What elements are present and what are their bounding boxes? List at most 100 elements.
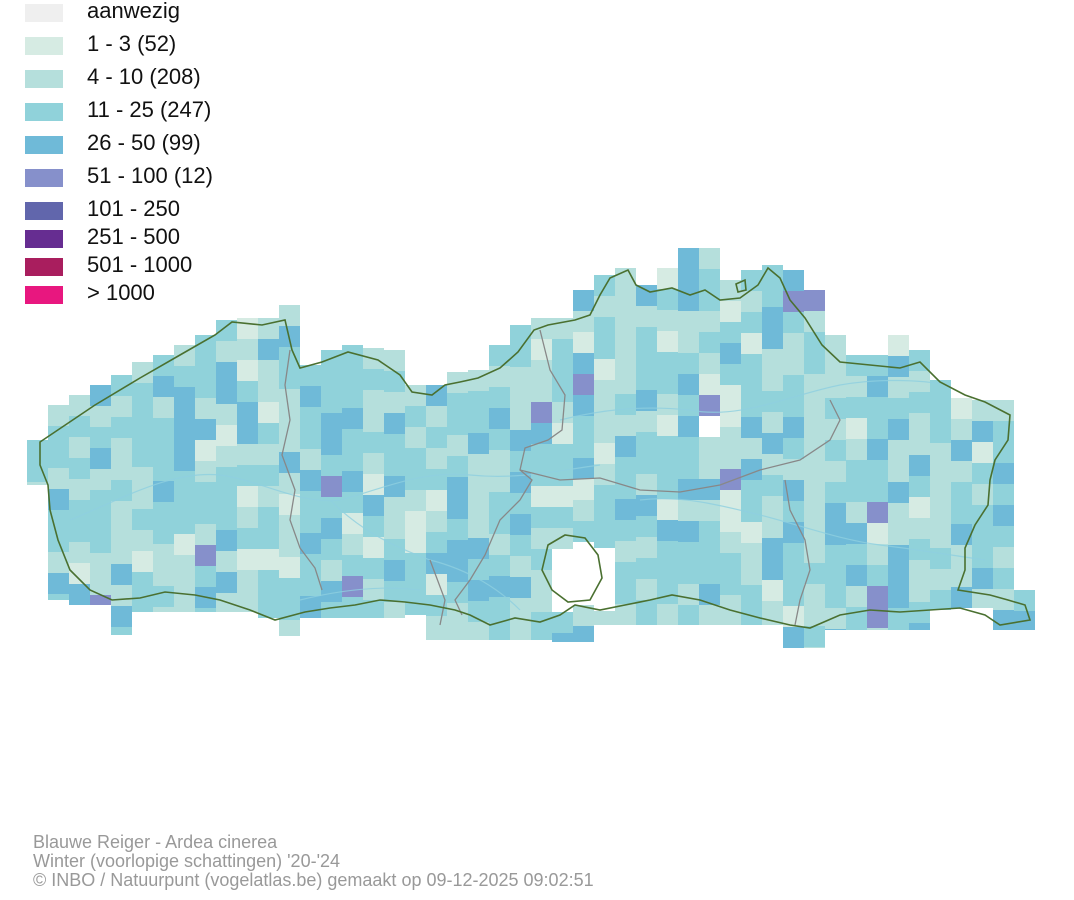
grid-cell xyxy=(930,548,951,569)
grid-cell xyxy=(678,311,699,332)
grid-cells xyxy=(27,248,1035,648)
grid-cell xyxy=(573,374,594,395)
grid-cell xyxy=(510,598,531,619)
grid-cell xyxy=(363,411,384,432)
grid-cell xyxy=(699,248,720,269)
grid-cell xyxy=(993,505,1014,526)
grid-cell xyxy=(447,414,468,435)
grid-cell xyxy=(405,406,426,427)
grid-cell xyxy=(594,359,615,380)
grid-cell xyxy=(699,542,720,563)
grid-cell xyxy=(888,545,909,566)
grid-cell xyxy=(657,520,678,541)
grid-cell xyxy=(384,434,405,455)
grid-cell xyxy=(531,318,552,339)
grid-cell xyxy=(174,555,195,576)
grid-cell xyxy=(594,464,615,485)
grid-cell xyxy=(867,439,888,460)
grid-cell xyxy=(111,585,132,606)
grid-cell xyxy=(636,558,657,579)
grid-cell xyxy=(951,524,972,545)
legend-label: 501 - 1000 xyxy=(87,252,193,277)
grid-cell xyxy=(363,474,384,495)
grid-cell xyxy=(426,616,447,637)
grid-cell xyxy=(951,461,972,482)
grid-cell xyxy=(216,446,237,467)
grid-cell xyxy=(510,346,531,367)
grid-cell xyxy=(132,572,153,593)
grid-cell xyxy=(237,360,258,381)
grid-cell xyxy=(762,601,783,622)
grid-cell xyxy=(594,611,615,625)
grid-cell xyxy=(90,406,111,427)
grid-cell xyxy=(321,539,342,560)
grid-cell xyxy=(909,560,930,581)
grid-cell xyxy=(804,458,825,479)
grid-cell xyxy=(594,506,615,527)
legend-swatch xyxy=(25,37,63,55)
grid-cell xyxy=(447,435,468,456)
grid-cell xyxy=(615,520,636,541)
grid-cell xyxy=(153,418,174,439)
grid-cell xyxy=(909,434,930,455)
grid-cell xyxy=(90,385,111,406)
grid-cell xyxy=(720,343,741,364)
grid-cell xyxy=(636,306,657,327)
grid-cell xyxy=(762,328,783,349)
grid-cell xyxy=(489,576,510,597)
grid-cell xyxy=(510,451,531,472)
grid-cell xyxy=(321,434,342,455)
grid-cell xyxy=(762,496,783,517)
grid-cell xyxy=(153,523,174,544)
grid-cell xyxy=(216,509,237,530)
grid-cell xyxy=(909,497,930,518)
grid-cell xyxy=(846,607,867,628)
legend-swatch xyxy=(25,230,63,248)
grid-cell xyxy=(426,469,447,490)
legend-item: aanwezig xyxy=(25,0,265,23)
grid-cell xyxy=(174,471,195,492)
grid-cell xyxy=(237,549,258,570)
legend-label: 251 - 500 xyxy=(87,224,180,249)
grid-cell xyxy=(657,541,678,562)
grid-cell xyxy=(384,455,405,476)
grid-cell xyxy=(384,581,405,602)
grid-cell xyxy=(300,575,321,596)
grid-cell xyxy=(699,311,720,332)
grid-cell xyxy=(636,327,657,348)
grid-cell xyxy=(636,495,657,516)
grid-cell xyxy=(783,291,804,312)
grid-cell xyxy=(951,587,972,608)
grid-cell xyxy=(195,377,216,398)
grid-cell xyxy=(657,310,678,331)
grid-cell xyxy=(153,397,174,418)
grid-cell xyxy=(804,437,825,458)
grid-cell xyxy=(531,612,552,633)
grid-cell xyxy=(867,397,888,418)
grid-cell xyxy=(447,393,468,414)
grid-cell xyxy=(615,436,636,457)
grid-cell xyxy=(531,402,552,423)
grid-cell xyxy=(783,417,804,438)
grid-cell xyxy=(888,524,909,545)
grid-cell xyxy=(258,507,279,528)
grid-cell xyxy=(405,490,426,511)
grid-cell xyxy=(804,626,825,647)
grid-cell xyxy=(321,350,342,371)
grid-cell xyxy=(741,522,762,543)
grid-cell xyxy=(573,353,594,374)
grid-cell xyxy=(195,524,216,545)
grid-cell xyxy=(825,398,846,419)
grid-cell xyxy=(489,450,510,471)
grid-cell xyxy=(972,463,993,484)
grid-cell xyxy=(321,476,342,497)
grid-cell xyxy=(69,416,90,437)
grid-cell xyxy=(951,419,972,440)
grid-cell xyxy=(90,427,111,448)
grid-cell xyxy=(825,335,846,356)
grid-cell xyxy=(615,289,636,310)
grid-cell xyxy=(300,365,321,386)
grid-cell xyxy=(888,503,909,524)
grid-cell xyxy=(321,581,342,602)
grid-cell xyxy=(762,517,783,538)
